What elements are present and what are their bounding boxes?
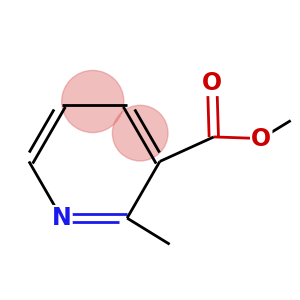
Text: O: O — [251, 127, 271, 151]
Circle shape — [62, 70, 124, 133]
Circle shape — [112, 105, 168, 161]
Text: O: O — [202, 71, 222, 95]
Text: N: N — [52, 206, 71, 230]
